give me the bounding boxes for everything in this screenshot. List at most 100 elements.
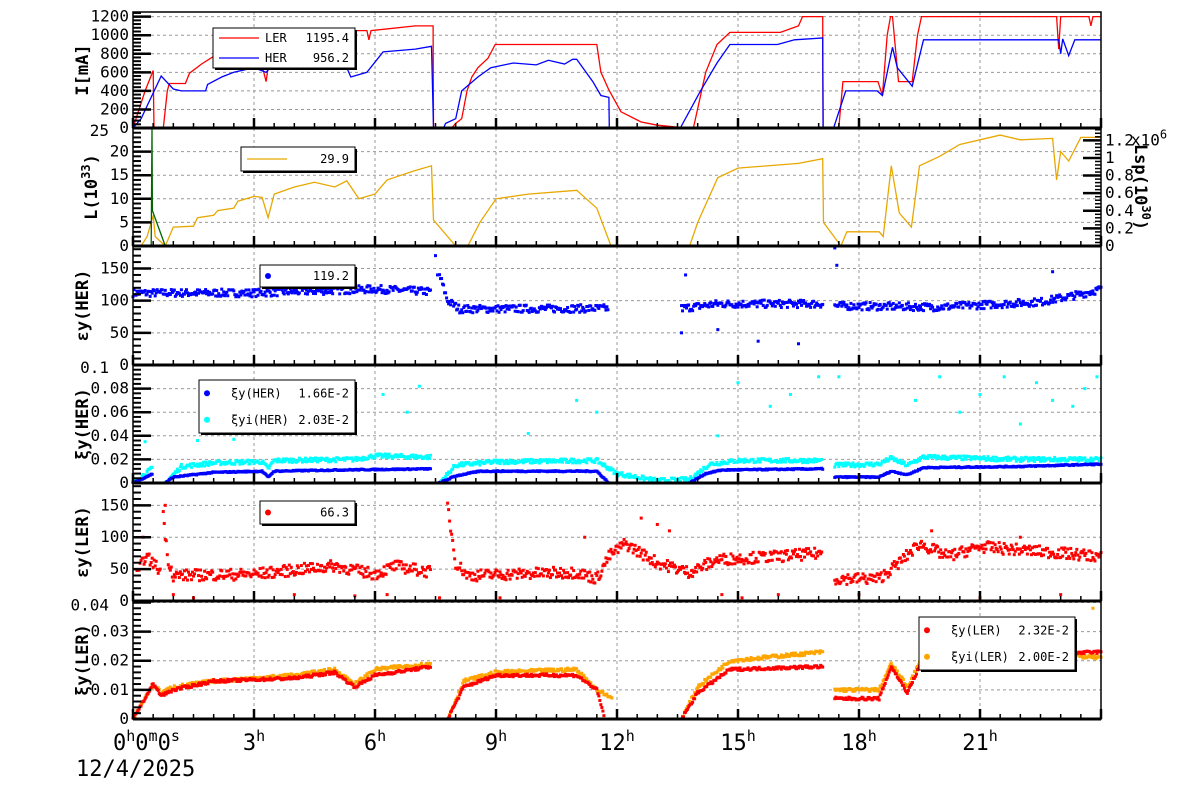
data-point [688,309,692,313]
data-point [681,309,685,313]
data-point [718,463,722,467]
data-point [564,457,568,461]
data-point [646,477,650,481]
data-point [378,574,382,578]
data-point [876,687,880,691]
data-point [942,307,946,311]
data-point [1073,456,1077,460]
data-point [465,309,469,313]
data-point [313,458,316,462]
data-point-outlier [498,596,502,600]
data-point [978,457,982,461]
data-point [144,555,148,559]
data-point [300,460,304,464]
data-point [702,303,706,307]
data-point [1026,546,1030,550]
data-point [884,673,888,677]
data-point [268,290,272,294]
data-point [442,283,446,287]
data-point [874,687,878,691]
data-point [1039,552,1042,556]
data-point [502,671,506,675]
data-point [488,575,492,579]
data-point [203,569,207,573]
data-point [812,299,816,303]
data-point [230,679,234,683]
data-point [1047,556,1051,560]
data-point [760,298,764,302]
data-point [280,573,284,577]
data-point [860,576,864,580]
data-point [267,573,271,577]
data-point [507,573,511,577]
data-point [1092,557,1096,561]
data-point [205,577,209,581]
data-point [736,660,740,664]
data-point [839,580,843,584]
data-point [136,291,140,295]
data-point [601,690,605,694]
data-point [380,455,384,459]
data-point [343,458,347,462]
data-point [155,567,159,571]
data-point [382,565,386,569]
data-point [216,294,220,298]
data-point [626,549,630,553]
data-point [239,293,243,297]
data-point [237,573,241,577]
data-point [281,673,285,677]
data-point [781,457,785,461]
data-point [848,576,852,580]
data-point [861,572,865,576]
data-point [143,560,147,564]
data-point [388,565,392,569]
data-point [162,521,166,525]
data-point [800,303,804,307]
data-point [305,675,309,679]
data-point [904,549,908,553]
data-point [887,301,891,305]
data-point [308,562,312,566]
data-point [465,576,469,580]
data-point [934,546,938,550]
data-point [206,289,210,293]
data-point [373,456,377,460]
data-point [1017,552,1021,556]
data-point [758,299,762,303]
data-point [604,478,608,482]
data-point [205,292,209,296]
data-point [147,690,151,694]
data-point [296,566,300,570]
data-point [892,560,896,564]
data-point [548,458,552,462]
data-point [470,306,474,310]
data-point [1050,552,1054,556]
data-point [399,560,403,564]
data-point [210,462,214,466]
data-point [177,686,181,690]
data-point [260,469,264,473]
data-point [214,461,218,465]
data-point [275,294,279,298]
data-point [544,306,548,310]
data-point [215,288,219,292]
data-point [477,459,481,463]
data-point [207,293,211,297]
data-point [359,676,363,680]
data-point [533,461,537,465]
data-point [922,544,926,548]
data-point [1004,299,1008,303]
data-point [156,571,160,575]
data-point [968,455,972,459]
data-point [408,285,412,289]
data-point [712,561,716,565]
data-point [537,574,541,578]
data-point [740,657,744,661]
data-point [204,288,208,292]
data-point [989,306,993,310]
data-point [320,290,324,294]
data-point [1096,457,1100,461]
data-point [701,469,705,473]
data-point [1083,653,1087,657]
data-point [818,549,822,553]
